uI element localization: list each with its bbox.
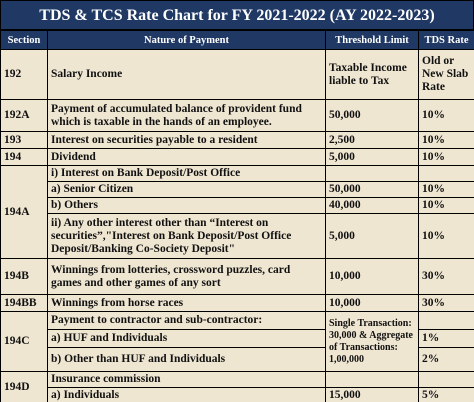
- row: 193 Interest on securities payable to a …: [0, 131, 474, 149]
- header-cell: Threshold Limit: [325, 30, 419, 50]
- section: 194A: [0, 165, 48, 259]
- nature: Interest on securities payable to a resi…: [47, 131, 326, 149]
- nature: Salary Income: [47, 49, 326, 100]
- section: 194C: [0, 311, 48, 372]
- threshold: [325, 165, 419, 182]
- threshold: 5,000: [325, 148, 419, 166]
- threshold: [325, 371, 419, 388]
- header-cell: TDS Rate: [418, 30, 474, 50]
- nature: b) Other than HUF and Individuals: [47, 347, 326, 372]
- row: 194C Payment to contractor and sub-contr…: [0, 311, 474, 372]
- section: 192A: [0, 99, 48, 132]
- nature: b) Others: [47, 197, 326, 214]
- row: b) Other than HUF and Individuals 2%: [1, 347, 474, 372]
- threshold: 40,000: [325, 197, 419, 214]
- rate: 10%: [418, 181, 474, 198]
- row: ii) Any other interest other than “Inter…: [1, 213, 474, 259]
- threshold: 10,000: [325, 258, 419, 295]
- row: 192A Payment of accumulated balance of p…: [0, 99, 474, 132]
- nature: Insurance commission: [47, 371, 326, 388]
- section: 193: [0, 131, 48, 149]
- section: 192: [0, 49, 48, 100]
- threshold: 15,000: [325, 387, 419, 402]
- nature: i) Interest on Bank Deposit/Post Office: [47, 165, 326, 182]
- rate-table: Section Nature of Payment Threshold Limi…: [0, 30, 474, 402]
- header-cell: Nature of Payment: [47, 30, 326, 50]
- row: 194D Insurance commission: [0, 371, 474, 402]
- rate: Old or New Slab Rate: [418, 49, 474, 100]
- nature: Winnings from horse races: [47, 294, 326, 312]
- chart-title: TDS & TCS Rate Chart for FY 2021-2022 (A…: [0, 0, 474, 30]
- section: 194BB: [0, 294, 48, 312]
- row: 194A i) Interest on Bank Deposit/Post Of…: [0, 165, 474, 259]
- nature: a) HUF and Individuals: [47, 329, 326, 348]
- row: a) HUF and Individuals 1%: [1, 329, 474, 348]
- header-cell: Section: [0, 30, 48, 50]
- threshold: 50,000: [325, 99, 419, 132]
- section: 194: [0, 148, 48, 166]
- nature: a) Individuals: [47, 387, 326, 402]
- rate: 10%: [418, 213, 474, 259]
- header-row: Section Nature of Payment Threshold Limi…: [0, 30, 474, 50]
- rate: 30%: [418, 258, 474, 295]
- section: 194B: [0, 258, 48, 295]
- row: 194 Dividend 5,000 10%: [0, 148, 474, 166]
- rate: [418, 165, 474, 182]
- nature: Dividend: [47, 148, 326, 166]
- rate: 5%: [418, 387, 474, 402]
- rate: 10%: [418, 197, 474, 214]
- rate: 10%: [418, 99, 474, 132]
- nature: ii) Any other interest other than “Inter…: [47, 213, 326, 259]
- rate: 10%: [418, 148, 474, 166]
- threshold: 5,000: [325, 213, 419, 259]
- threshold: 10,000: [325, 294, 419, 312]
- nature: Payment to contractor and sub-contractor…: [47, 311, 326, 330]
- row: b) Others 40,000 10%: [1, 197, 474, 214]
- row: 194B Winnings from lotteries, crossword …: [0, 258, 474, 295]
- rate: [418, 311, 474, 330]
- row: a) Individuals 15,000 5%: [1, 387, 474, 402]
- nature: Payment of accumulated balance of provid…: [47, 99, 326, 132]
- row: 192 Salary Income Taxable Income liable …: [0, 49, 474, 100]
- threshold: 50,000: [325, 181, 419, 198]
- section: 194D: [0, 371, 48, 402]
- rate: 10%: [418, 131, 474, 149]
- rate: 1%: [418, 329, 474, 348]
- nature: Winnings from lotteries, crossword puzzl…: [47, 258, 326, 295]
- threshold: Taxable Income liable to Tax: [325, 49, 419, 100]
- nature: a) Senior Citizen: [47, 181, 326, 198]
- rate: [418, 371, 474, 388]
- rate: 2%: [418, 347, 474, 372]
- row: a) Senior Citizen 50,000 10%: [1, 181, 474, 198]
- rate: 30%: [418, 294, 474, 312]
- row: 194BB Winnings from horse races 10,000 3…: [0, 294, 474, 312]
- threshold: 2,500: [325, 131, 419, 149]
- threshold: Single Transaction: 30,000 & Aggregate o…: [325, 311, 419, 372]
